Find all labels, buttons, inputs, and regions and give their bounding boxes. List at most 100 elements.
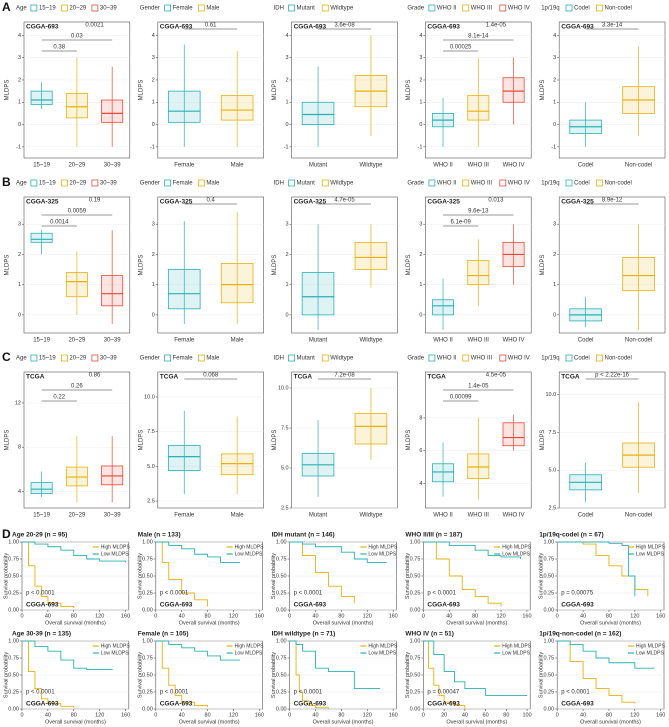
legend-label: WHO IV <box>508 6 530 12</box>
y-tick-label: 1 <box>553 282 556 288</box>
plot-frame <box>558 21 666 159</box>
survival-curve <box>423 541 502 607</box>
survival-curve <box>423 640 528 696</box>
y-tick-label: 0.75 <box>8 655 19 661</box>
y-tick-label: 0.50 <box>142 672 153 678</box>
box <box>354 241 388 270</box>
x-axis-label: Overall survival (months) <box>580 719 641 725</box>
legend-label: Low MLDPS <box>502 650 530 656</box>
box <box>167 445 201 471</box>
x-tick-label: 40 <box>179 613 185 619</box>
y-tick-label: 0 <box>419 122 422 128</box>
x-tick-label: 15~19 <box>33 513 51 519</box>
y-tick-label: -1 <box>284 144 289 150</box>
survival-curve <box>155 541 240 563</box>
x-tick-label: 120 <box>229 712 238 718</box>
y-tick-label: 12 <box>15 400 21 406</box>
x-tick-label: WHO III <box>468 513 490 519</box>
y-tick-label: 0 <box>286 312 289 318</box>
legend-title: Gender <box>140 181 160 187</box>
y-axis-label: Survival probability <box>3 553 9 599</box>
legend-swatch <box>462 354 470 362</box>
p-value: 9.6e-13 <box>468 209 489 215</box>
y-tick-label: -1 <box>418 144 423 150</box>
x-tick-label: 30~39 <box>104 163 122 169</box>
legend-label: 30~39 <box>100 6 118 12</box>
y-tick-label: 0 <box>152 312 155 318</box>
legend-title: Age <box>16 181 27 187</box>
survival-curve <box>557 541 649 597</box>
legend-swatch <box>288 354 295 362</box>
y-tick-label: 0 <box>286 122 289 128</box>
x-tick-label: Mutant <box>309 513 328 519</box>
y-tick-label: 0.50 <box>543 672 554 678</box>
x-tick-label: 100 <box>522 712 531 718</box>
y-tick-label: 2 <box>152 77 155 83</box>
legend-label: Female <box>173 181 194 187</box>
p-value: p < 0.0001 <box>561 690 590 696</box>
x-tick-label: 120 <box>630 613 639 619</box>
y-axis-label: MLDPS <box>406 255 412 276</box>
x-tick-label: 120 <box>496 613 505 619</box>
legend-label: High MLDPS <box>101 544 131 550</box>
x-tick-label: Female <box>174 338 195 344</box>
dataset-label: CGGA-693 <box>427 602 460 609</box>
p-value: 4.7e-05 <box>334 198 355 204</box>
survival-curve <box>423 541 521 559</box>
survival-curve <box>423 640 466 709</box>
km-title: WHO IV (n = 51) <box>405 631 454 638</box>
legend-swatch <box>499 4 507 12</box>
x-tick-label: 40 <box>45 613 51 619</box>
y-tick-label: 0 <box>553 122 556 128</box>
x-tick-label: 0 <box>20 613 23 619</box>
x-axis-label: Overall survival (months) <box>446 719 507 725</box>
plot-frame <box>425 196 532 334</box>
plot-frame <box>291 196 398 334</box>
y-tick-label: 8 <box>18 445 21 451</box>
p-value: 0.19 <box>89 198 101 204</box>
legend-label: 20~29 <box>69 181 87 187</box>
legend-label: Codel <box>574 356 590 362</box>
x-tick-label: Female <box>174 513 195 519</box>
legend-label: Low MLDPS <box>636 650 664 656</box>
y-tick-label: 0.00 <box>276 706 287 712</box>
legend-label: Male <box>206 356 220 362</box>
x-tick-label: 20 <box>441 712 447 718</box>
box <box>354 413 388 445</box>
y-tick-label: 0 <box>18 312 21 318</box>
y-tick-label: 4 <box>419 481 422 487</box>
legend-label: Low MLDPS <box>636 551 664 557</box>
y-axis-label: MLDPS <box>406 80 412 101</box>
y-tick-label: 3 <box>419 222 422 228</box>
dataset-label: CGGA-693 <box>561 701 594 708</box>
y-tick-label: 0.75 <box>543 556 554 562</box>
y-axis-label: MLDPS <box>272 430 278 451</box>
x-axis-label: Overall survival (months) <box>446 620 507 626</box>
dataset-label: CGGA-693 <box>26 24 59 31</box>
legend-swatch <box>596 354 603 362</box>
y-tick-label: 0.00 <box>276 607 287 613</box>
km-title: WHO II/III (n = 187) <box>405 532 462 539</box>
y-axis-label: MLDPS <box>5 430 11 451</box>
legend-label: Mutant <box>297 181 316 187</box>
box <box>65 92 88 119</box>
box <box>30 90 53 105</box>
dataset-label: CGGA-693 <box>561 24 594 31</box>
km-title: IDH mutant (n = 146) <box>272 532 335 539</box>
legend-label: 15~19 <box>39 356 57 362</box>
y-tick-label: 1 <box>286 100 289 106</box>
y-tick-label: 0.75 <box>8 556 19 562</box>
panel-letter: D <box>2 527 11 541</box>
survival-curve <box>557 541 636 597</box>
y-tick-label: 0.25 <box>276 689 287 695</box>
y-tick-label: 10.0 <box>278 385 289 391</box>
y-axis-label: MLDPS <box>406 430 412 451</box>
y-tick-label: 0.50 <box>142 573 153 579</box>
y-tick-label: 1.00 <box>276 638 287 644</box>
x-tick-label: Non-codel <box>625 163 652 169</box>
x-tick-label: Wildtype <box>359 513 383 519</box>
x-tick-label: Mutant <box>309 163 328 169</box>
legend-label: Low MLDPS <box>235 551 263 557</box>
legend-title: Gender <box>140 6 160 12</box>
y-tick-label: 4 <box>553 33 556 39</box>
